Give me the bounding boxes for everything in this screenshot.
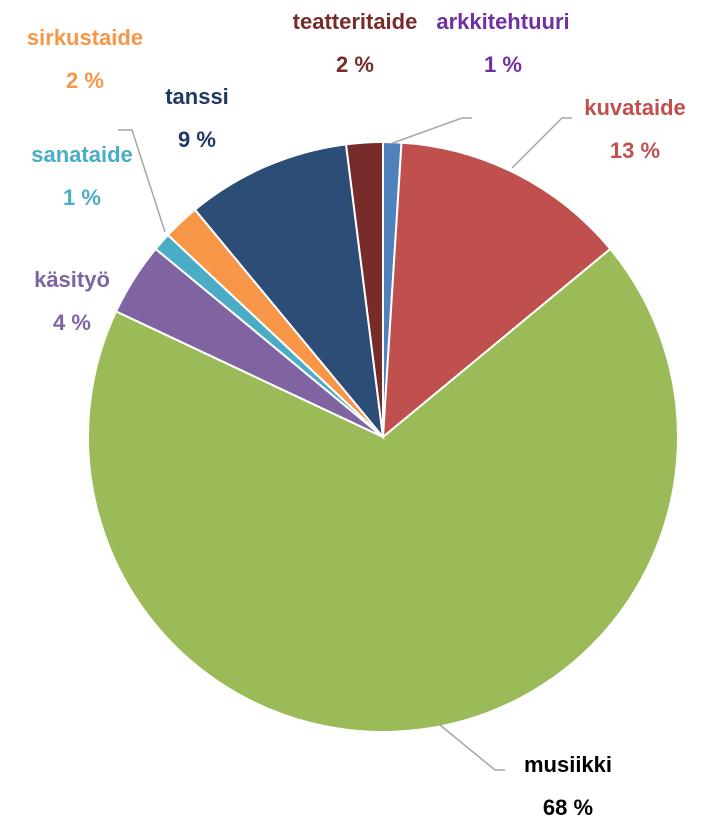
- data-label: sirkustaide 2 %: [23, 16, 148, 102]
- leader-line: [439, 724, 505, 771]
- value-label: 13 %: [609, 138, 661, 163]
- leader-line: [118, 129, 166, 233]
- category-label: kuvataide: [584, 95, 686, 120]
- value-label: 1 %: [484, 52, 522, 77]
- leader-line: [389, 117, 472, 145]
- data-label: musiikki 68 %: [488, 743, 648, 819]
- data-label: kuvataide 13 %: [580, 86, 690, 172]
- pie-slice: [344, 140, 384, 438]
- value-label: 2 %: [66, 68, 104, 93]
- category-label: tanssi: [165, 84, 229, 109]
- value-label: 2 %: [336, 52, 374, 77]
- category-label: teatteritaide: [292, 9, 418, 34]
- category-label: käsityö: [34, 267, 110, 292]
- value-label: 68 %: [542, 795, 594, 819]
- data-label: käsityö 4 %: [12, 258, 132, 344]
- value-label: 9 %: [178, 127, 216, 152]
- category-label: sanataide: [31, 142, 133, 167]
- category-label: arkkitehtuuri: [436, 9, 570, 34]
- data-label: sanataide 1 %: [22, 133, 142, 219]
- value-label: 4 %: [53, 310, 91, 335]
- value-label: 1 %: [63, 185, 101, 210]
- pie-slice: [381, 141, 612, 440]
- category-label: musiikki: [523, 752, 613, 777]
- leader-line: [511, 117, 572, 169]
- data-label: arkkitehtuuri 1 %: [428, 0, 578, 86]
- pie-slice: [87, 247, 679, 733]
- data-label: tanssi 9 %: [137, 75, 257, 161]
- category-label: sirkustaide: [26, 25, 144, 50]
- data-label: teatteritaide 2 %: [280, 0, 430, 86]
- pie-slice: [193, 143, 385, 441]
